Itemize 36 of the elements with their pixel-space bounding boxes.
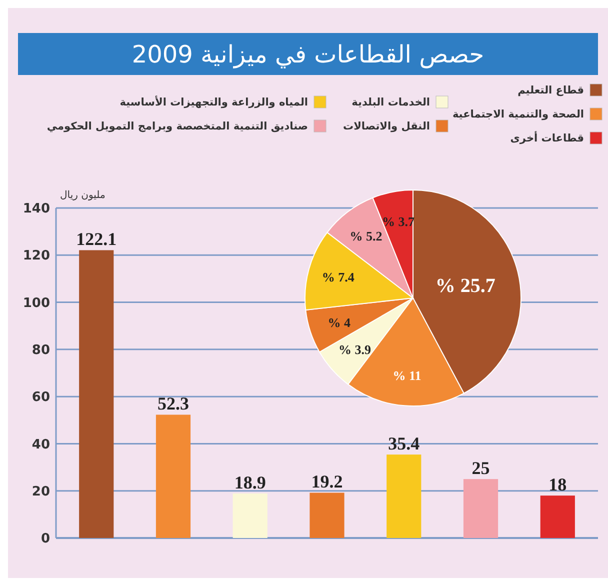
legend-label: الخدمات البلدية [352, 96, 430, 109]
y-tick-label: 120 [22, 248, 50, 264]
y-tick-label: 20 [32, 484, 50, 500]
bar [156, 414, 191, 538]
bar [310, 492, 344, 538]
y-tick-label: 100 [22, 296, 50, 311]
data-label: % 11 [392, 368, 422, 384]
y-tick-label: 80 [32, 342, 50, 358]
legend-label: قطاعات أخرى [510, 130, 584, 145]
y-tick-label: 140 [22, 202, 50, 217]
data-label: 18 [548, 474, 567, 495]
bar [540, 496, 575, 538]
data-label: % 25.7 [435, 274, 496, 297]
data-label: 19.2 [311, 472, 343, 492]
data-label: 122.1 [76, 229, 117, 250]
y-tick-label: 60 [32, 390, 50, 406]
bar [386, 454, 422, 538]
legend-label: المياه والزراعة والتجهيزات الأساسية [120, 96, 308, 109]
legend-label: قطاع التعليم [518, 84, 584, 97]
y-tick-label: 0 [40, 532, 50, 547]
data-label: 25 [472, 458, 490, 478]
legend-label: الصحة والتنمية الاجتماعية [452, 108, 584, 121]
legend-label: صناديق التنمية المتخصصة وبرامج التمويل الحكومي [46, 120, 308, 133]
bar [463, 479, 498, 538]
data-label: % 4 [328, 314, 351, 330]
data-label: % 3.9 [338, 342, 372, 358]
legend-label: النقل والاتصالات [343, 120, 430, 133]
data-label: 18.9 [234, 472, 266, 492]
y-axis-title: مليون ريال [60, 190, 106, 201]
data-label: % 5.2 [350, 228, 382, 244]
data-label: 52.3 [157, 394, 189, 414]
chart-title: حصص القطاعات في ميزانية 2009 [132, 40, 484, 68]
bar [232, 493, 268, 538]
y-tick-label: 40 [32, 437, 50, 452]
data-label: % 7.4 [322, 270, 355, 285]
bar [79, 250, 114, 538]
